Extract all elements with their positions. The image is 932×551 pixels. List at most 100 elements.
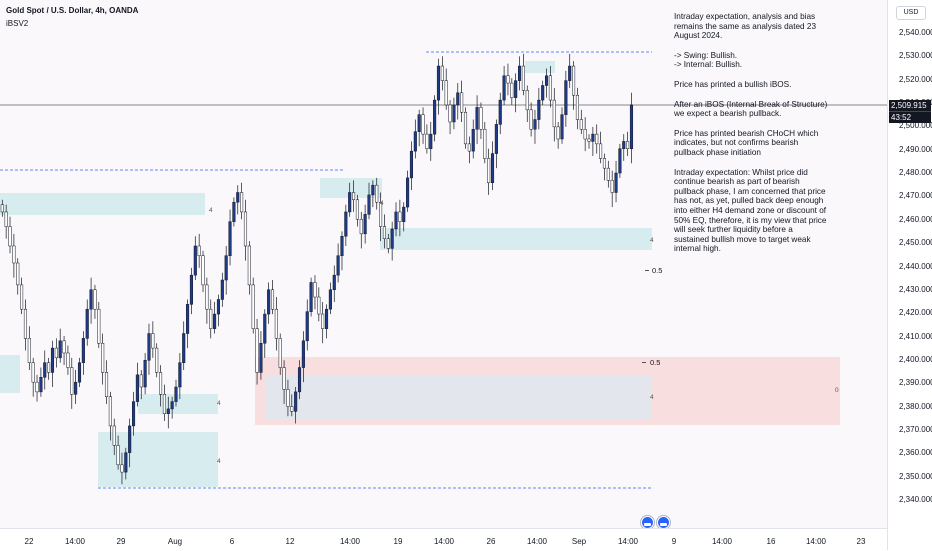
candle-body: [23, 308, 28, 339]
candle-body: [305, 311, 309, 342]
candle-body: [622, 141, 626, 149]
candle-body: [498, 99, 502, 125]
candle-body: [382, 226, 386, 239]
zone-label: 4: [209, 207, 213, 214]
candle-body: [510, 82, 514, 98]
demand-zone-4: [138, 394, 218, 414]
time-tick-label: 22: [24, 537, 34, 546]
demand-zone-7: [525, 61, 555, 73]
candle-body: [31, 362, 35, 383]
candle-body: [444, 80, 448, 106]
candle-body: [108, 396, 112, 427]
chart-area[interactable]: Gold Spot / U.S. Dollar, 4h, OANDA iBSV2…: [0, 0, 887, 528]
candle-body: [521, 65, 525, 91]
price-tick-label: 2,480.000: [899, 168, 932, 178]
candle-body: [390, 228, 394, 249]
time-tick-label: 19: [393, 537, 403, 546]
candle-body: [4, 211, 8, 227]
fib-level-label: 0.5: [650, 358, 661, 367]
price-tick-label: 2,460.000: [899, 214, 932, 224]
candle-body: [66, 352, 70, 368]
candle-body: [583, 129, 587, 140]
chart-canvas[interactable]: [0, 0, 887, 528]
candle-body: [560, 114, 564, 140]
note-paragraph: -> Swing: Bullish. -> Internal: Bullish.: [674, 51, 830, 70]
price-tick-label: 2,360.000: [899, 448, 932, 458]
candle-body: [290, 406, 294, 412]
candle-body: [20, 284, 24, 310]
demand-zone-6: [320, 178, 382, 198]
time-tick-label: Sep: [571, 537, 587, 546]
candle-body: [270, 289, 275, 310]
price-tick-label: 2,470.000: [899, 191, 932, 201]
candle-body: [228, 221, 232, 256]
price-tick-label: 2,350.000: [899, 471, 932, 481]
candle-body: [8, 226, 12, 247]
time-tick-label: 12: [285, 537, 295, 546]
candle-body: [379, 201, 383, 227]
candle-body: [463, 111, 468, 145]
candle-body: [213, 313, 217, 329]
candle-body: [436, 65, 441, 101]
candle-body: [448, 104, 452, 123]
candle-body: [359, 218, 363, 235]
time-axis[interactable]: 22 14:00 29 Aug 6 12 14:00 19 14:00 26 14:00 Sep 14:…: [0, 528, 887, 551]
price-tick-label: 2,490.000: [899, 144, 932, 154]
candle-body: [89, 289, 93, 310]
last-price-tag: 2,509.915: [889, 100, 931, 111]
candle-body: [552, 99, 556, 128]
zone-label: 0: [835, 387, 839, 394]
candle-body: [50, 347, 55, 373]
candle-body: [402, 206, 406, 222]
candle-body: [12, 245, 16, 264]
candle-body: [425, 133, 429, 149]
candle-body: [533, 119, 537, 130]
candle-body: [568, 65, 572, 81]
candle-body: [352, 192, 356, 201]
economic-event-icon[interactable]: [641, 516, 654, 528]
note-paragraph: Intraday expectation: Whilst price did c…: [674, 167, 827, 254]
price-tick-label: 2,380.000: [899, 401, 932, 411]
candle-body: [467, 143, 471, 152]
indicator-name[interactable]: iBSV2: [6, 19, 29, 28]
price-tick-label: 2,440.000: [899, 261, 932, 271]
demand-zone-2: [0, 193, 205, 215]
candle-body: [421, 114, 425, 135]
economic-event-icon[interactable]: [657, 516, 670, 528]
currency-badge[interactable]: USD: [896, 6, 926, 20]
candle-body: [502, 75, 506, 101]
time-tick-label: 14:00: [526, 537, 548, 546]
candle-body: [205, 284, 209, 310]
symbol-title: Gold Spot / U.S. Dollar, 4h, OANDA: [6, 6, 139, 15]
fib-tick: [642, 362, 646, 363]
candle-body: [317, 296, 321, 315]
note-paragraph: After an iBOS (Internal Break of Structu…: [674, 99, 828, 119]
candle-body: [151, 333, 155, 349]
candle-body: [614, 172, 618, 193]
candle-body: [394, 211, 398, 230]
candle-body: [189, 274, 193, 305]
candle-body: [606, 167, 610, 181]
candle-body: [456, 92, 460, 106]
candle-body: [541, 85, 545, 101]
candle-body: [147, 333, 151, 361]
candle-body: [131, 401, 136, 427]
candle-body: [282, 367, 286, 390]
demand-zone-1: [0, 355, 20, 393]
candle-body: [116, 445, 120, 466]
candle-body: [309, 282, 313, 312]
candle-body: [101, 342, 105, 373]
candle-body: [529, 109, 533, 130]
fib-level-label: 0.5: [652, 266, 663, 275]
candle-body: [409, 150, 414, 179]
candle-body: [494, 124, 498, 154]
candle-body: [178, 362, 182, 388]
candle-body: [112, 425, 116, 446]
candle-body: [170, 401, 174, 410]
candle-body: [595, 133, 599, 145]
candle-body: [433, 99, 437, 135]
price-axis[interactable]: USD 2,540.0002,530.0002,520.0002,510.000…: [887, 0, 932, 550]
candle-body: [564, 80, 568, 115]
candle-body: [27, 338, 31, 363]
candle-body: [104, 372, 109, 397]
